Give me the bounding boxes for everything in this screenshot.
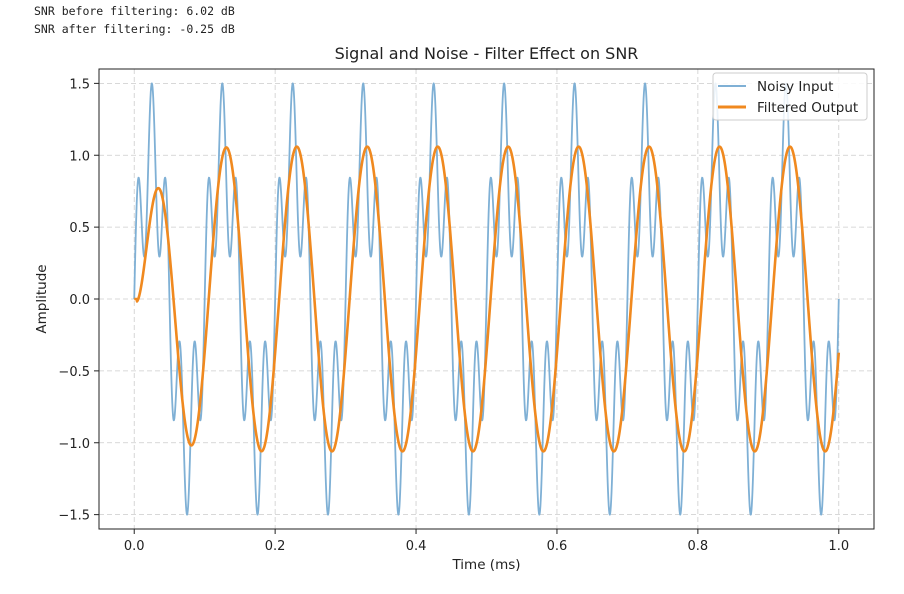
- legend-box: [712, 72, 868, 121]
- y-axis-ticks: −1.5 −1.0 −0.5 0.0 0.5 1.0 1.5: [58, 77, 99, 524]
- x-tick-label: 0.4: [406, 539, 427, 554]
- snr-after-text: SNR after filtering: -0.25 dB: [34, 22, 235, 36]
- y-tick-label: 0.5: [69, 221, 90, 236]
- y-axis-label: Amplitude: [34, 264, 50, 333]
- y-tick-label: −0.5: [58, 365, 90, 380]
- x-tick-label: 1.0: [828, 539, 849, 554]
- x-tick-label: 0.2: [265, 539, 286, 554]
- x-tick-label: 0.8: [688, 539, 709, 554]
- series-line-noisy-input: [133, 82, 840, 516]
- x-axis-ticks: 0.0 0.2 0.4 0.6 0.8 1.0: [124, 529, 849, 554]
- series-line-filtered-output: [133, 145, 841, 453]
- x-tick-label: 0.0: [124, 539, 145, 554]
- chart-title: Signal and Noise - Filter Effect on SNR: [335, 44, 639, 63]
- y-tick-label: 1.5: [69, 77, 90, 92]
- series-layer: [133, 82, 841, 516]
- x-axis-label: Time (ms): [451, 557, 520, 573]
- y-tick-label: 0.0: [69, 293, 90, 308]
- y-tick-label: −1.0: [58, 437, 90, 452]
- x-tick-label: 0.6: [547, 539, 568, 554]
- snr-before-text: SNR before filtering: 6.02 dB: [34, 4, 235, 18]
- y-tick-label: 1.0: [69, 149, 90, 164]
- legend: Noisy Input Filtered Output: [712, 72, 868, 121]
- legend-label-filtered: Filtered Output: [757, 100, 858, 116]
- y-tick-label: −1.5: [58, 509, 90, 524]
- legend-label-noisy: Noisy Input: [757, 79, 833, 95]
